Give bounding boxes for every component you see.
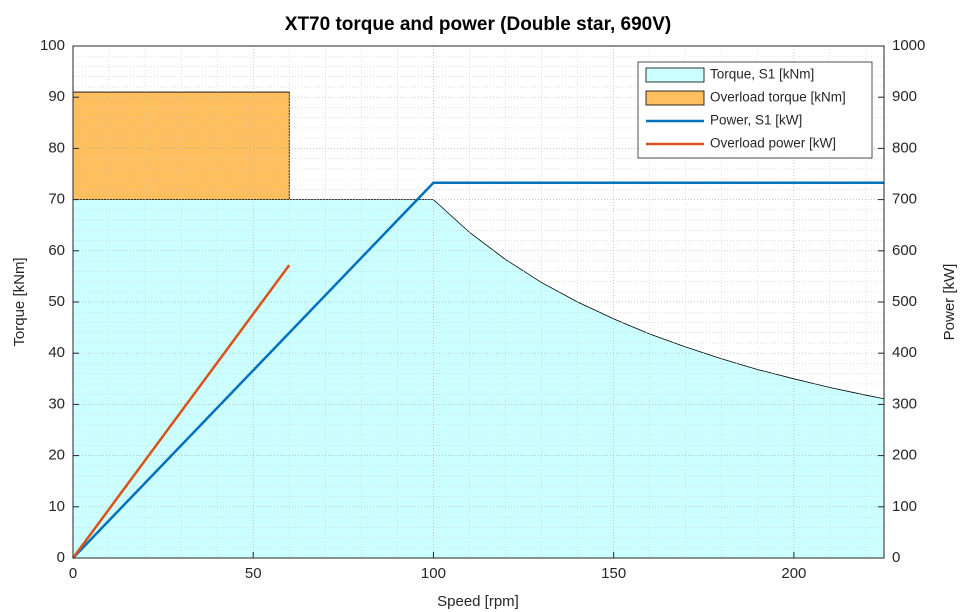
y2-tick-label: 200: [892, 447, 917, 464]
x-tick-label: 150: [601, 565, 626, 582]
y-tick-label: 0: [57, 549, 65, 566]
y-tick-label: 40: [48, 344, 65, 361]
y-tick-label: 90: [48, 88, 65, 105]
y2-axis-label: Power [kW]: [941, 264, 958, 341]
legend-label: Power, S1 [kW]: [710, 113, 802, 128]
y-tick-label: 10: [48, 498, 65, 515]
x-tick-label: 100: [421, 565, 446, 582]
y-tick-label: 70: [48, 191, 65, 208]
line: [72, 181, 884, 559]
y2-tick-label: 400: [892, 344, 917, 361]
y2-tick-label: 100: [892, 498, 917, 515]
y2-tick-label: 600: [892, 242, 917, 259]
chart-title: XT70 torque and power (Double star, 690V…: [285, 14, 671, 35]
y-tick-label: 80: [48, 139, 65, 156]
x-tick-label: 50: [245, 565, 262, 582]
legend-label: Overload power [kW]: [710, 136, 836, 151]
y-tick-label: 30: [48, 395, 65, 412]
y2-tick-label: 800: [892, 139, 917, 156]
y2-tick-label: 700: [892, 191, 917, 208]
y2-tick-label: 1000: [892, 37, 925, 54]
legend: Torque, S1 [kNm] Overload torque [kNm] Pow…: [637, 61, 873, 159]
legend-swatch: [645, 90, 705, 106]
y2-tick-label: 300: [892, 395, 917, 412]
legend-label: Overload torque [kNm]: [710, 90, 846, 105]
line: [71, 264, 291, 559]
y2-tick-label: 0: [892, 549, 900, 566]
y2-tick-label: 900: [892, 88, 917, 105]
y-tick-label: 100: [40, 37, 65, 54]
x-axis-label: Speed [rpm]: [437, 593, 519, 610]
plot-frame: [72, 45, 885, 559]
x-tick-label: 0: [69, 565, 77, 582]
area: [72, 199, 885, 559]
legend-label: Torque, S1 [kNm]: [710, 67, 814, 82]
y-tick-label: 60: [48, 242, 65, 259]
legend-swatch: [645, 67, 705, 83]
y-tick-label: 20: [48, 447, 65, 464]
y2-tick-label: 500: [892, 293, 917, 310]
y-axis-label: Torque [kNm]: [11, 257, 28, 346]
x-tick-label: 200: [781, 565, 806, 582]
y-tick-label: 50: [48, 293, 65, 310]
